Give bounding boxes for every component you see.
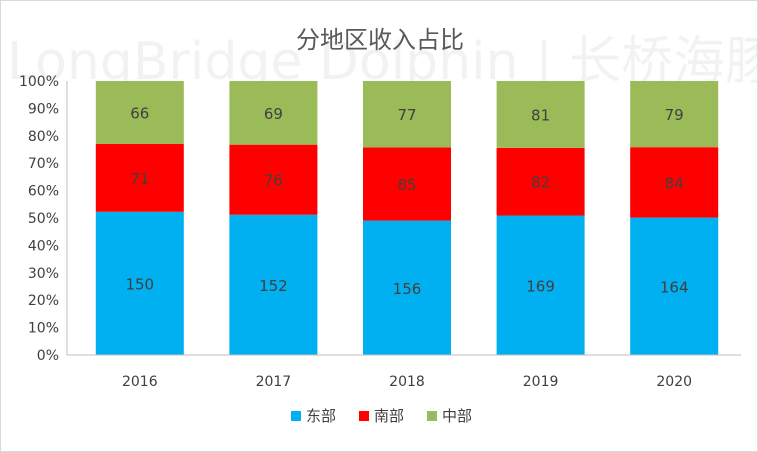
data-label: 77 [397,106,416,124]
legend-swatch-南部 [359,411,369,421]
bar-segment-2019-东部 [496,215,585,355]
data-label: 152 [259,277,288,295]
bar-segment-2017-东部 [229,214,318,355]
legend: 东部 南部 中部 [291,407,472,425]
data-label: 69 [264,105,283,123]
data-label: 79 [665,106,684,124]
data-label: 81 [531,106,550,124]
y-tick-label: 80% [28,129,59,145]
data-label: 164 [660,278,689,296]
y-tick-label: 0% [37,348,59,364]
bar-segment-2017-南部 [229,144,318,215]
bar-segment-2016-中部 [95,81,184,145]
data-label: 76 [264,172,283,190]
legend-label: 南部 [374,407,404,425]
x-tick-label: 2019 [523,374,559,390]
y-tick-label: 90% [28,101,59,117]
bar-segment-2018-南部 [363,147,451,221]
data-label: 156 [393,280,422,298]
legend-swatch-中部 [427,411,437,421]
x-tick-label: 2020 [656,374,692,390]
data-label: 71 [130,170,149,188]
x-tick-label: 2018 [389,374,425,390]
y-tick-label: 30% [28,266,59,282]
x-tick-label: 2016 [122,374,158,390]
bar-segment-2017-中部 [229,81,318,145]
data-label: 169 [526,277,555,295]
legend-label: 东部 [306,407,336,425]
y-tick-label: 100% [19,74,59,90]
bar-segment-2016-南部 [95,144,184,212]
data-label: 150 [125,275,154,293]
y-tick-label: 70% [28,156,59,172]
y-tick-label: 40% [28,238,59,254]
y-tick-label: 60% [28,184,59,200]
bar-segment-2020-东部 [630,217,719,355]
bar-segment-2016-东部 [95,211,184,355]
bar-segment-2020-南部 [630,147,719,218]
y-tick-label: 50% [28,211,59,227]
y-tick-label: 20% [28,293,59,309]
legend-swatch-东部 [291,411,301,421]
bars-group: 150 71 66 152 76 69 156 85 77 169 82 81 164 84 79 [95,81,719,355]
legend-label: 中部 [442,407,472,425]
data-label: 82 [531,174,550,192]
bar-segment-2019-中部 [496,81,585,148]
data-label: 66 [130,105,149,123]
y-axis: 0% 10% 20% 30% 40% 50% 60% 70% 80% 90% 100% [19,74,68,364]
y-tick-label: 10% [28,321,59,337]
bar-segment-2019-南部 [496,147,585,216]
x-axis: 2016 2017 2018 2019 2020 [67,354,741,390]
bar-segment-2018-东部 [363,220,451,355]
data-label: 85 [397,176,416,194]
x-tick-label: 2017 [256,374,292,390]
data-label: 84 [665,174,684,192]
chart-title: 分地区收入占比 [296,26,464,54]
bar-segment-2020-中部 [630,81,719,148]
bar-segment-2018-中部 [363,81,451,148]
